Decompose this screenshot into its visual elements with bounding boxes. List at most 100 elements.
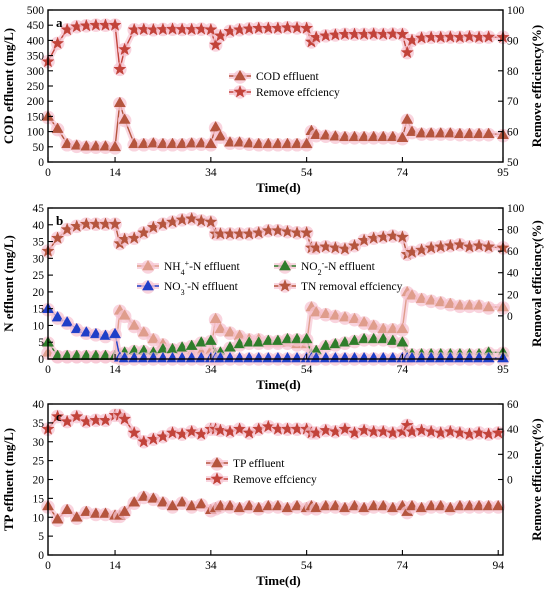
x-tick-label: 34 [205, 364, 217, 376]
data-point [406, 289, 418, 300]
data-point [262, 137, 275, 149]
data-point [329, 337, 342, 349]
data-point [367, 332, 380, 344]
data-point [348, 499, 361, 511]
legend-label: Remove effciency [256, 87, 340, 99]
data-point [261, 419, 275, 433]
data-point [204, 137, 217, 149]
data-point [209, 38, 223, 51]
data-point [406, 499, 418, 511]
data-point [386, 322, 399, 334]
y-right-tick-label: 50 [507, 157, 519, 169]
data-point [214, 499, 227, 511]
y-left-tick-label: 25 [33, 456, 45, 468]
x-tick-label: 14 [109, 560, 121, 572]
data-point [176, 137, 189, 149]
data-point [444, 501, 457, 513]
legend-marker [142, 259, 154, 271]
data-point [444, 297, 457, 308]
legend-entry: Remove effciency [206, 472, 317, 486]
data-point [224, 136, 236, 147]
data-point [243, 336, 256, 347]
series-c-0 [41, 490, 506, 527]
data-point [185, 339, 198, 350]
data-point [109, 140, 121, 152]
y-left-tick-label: 40 [33, 220, 45, 232]
data-point [137, 490, 150, 501]
data-point [89, 507, 102, 518]
data-point [51, 310, 64, 322]
data-point [492, 499, 505, 511]
data-point [176, 496, 189, 507]
data-point [453, 499, 466, 511]
y-left-tick-label: 35 [33, 418, 45, 430]
data-point [339, 501, 351, 513]
data-point [400, 45, 414, 59]
x-tick-label: 95 [497, 364, 509, 376]
x-tick-label: 14 [109, 167, 121, 179]
y-left-tick-label: 30 [33, 437, 45, 449]
data-point [137, 137, 150, 149]
data-point [224, 499, 236, 511]
y-right-axis-title: Remove efficiency(%) [529, 418, 544, 540]
data-point [209, 312, 222, 324]
data-point [281, 137, 294, 149]
data-point [291, 137, 303, 149]
y-right-tick-label: 80 [507, 225, 519, 237]
data-point [396, 322, 409, 334]
data-point [434, 295, 447, 307]
data-point [61, 503, 74, 514]
y-left-tick-label: 15 [33, 304, 45, 316]
data-point [281, 332, 294, 344]
y-left-tick-label: 500 [27, 5, 45, 17]
y-right-tick-label: 60 [507, 127, 519, 139]
data-point [166, 137, 179, 149]
legend-entry: TP effluent [206, 456, 285, 471]
data-point [113, 96, 126, 108]
data-point [108, 217, 122, 230]
data-point [482, 499, 495, 511]
data-point [386, 334, 399, 345]
data-point [214, 130, 227, 141]
data-point [108, 18, 122, 31]
series-b-2 [41, 302, 510, 366]
data-point [463, 127, 476, 139]
data-point [147, 137, 160, 148]
x-tick-label: 0 [45, 167, 51, 179]
data-point [262, 334, 275, 345]
data-point [473, 127, 485, 139]
data-point [51, 122, 64, 133]
legend-marker [278, 279, 292, 292]
data-point [300, 137, 313, 149]
y-left-tick-label: 45 [33, 203, 45, 215]
y-left-tick-label: 150 [27, 111, 45, 123]
x-axis-title: Time(d) [256, 573, 301, 588]
x-tick-label: 54 [301, 560, 313, 572]
data-point [300, 332, 313, 344]
data-point [310, 305, 323, 317]
legend-entry: Remove effciency [229, 85, 340, 99]
data-point [157, 496, 169, 507]
panel-a: 0 14 34 54 74 95 Time(d) 0 50 100 150 200 250 300 350 4… [1, 5, 544, 195]
data-point [137, 326, 150, 337]
data-point [444, 127, 457, 138]
data-point [367, 499, 380, 511]
y-left-tick-label: 250 [27, 81, 45, 93]
y-right-tick-label: 40 [507, 268, 519, 280]
x-tick-label: 94 [492, 560, 504, 572]
data-point [128, 137, 141, 149]
data-point [185, 499, 198, 511]
data-point [319, 307, 332, 318]
data-point [252, 137, 265, 149]
y-left-tick-label: 35 [33, 237, 45, 249]
data-point [128, 496, 141, 507]
data-point [463, 499, 476, 511]
y-right-tick-label: 70 [507, 96, 519, 108]
data-point [453, 299, 466, 310]
legend-label: TP effluent [233, 458, 285, 470]
y-left-tick-label: 100 [27, 127, 45, 139]
data-point [425, 127, 438, 138]
data-point [233, 337, 246, 349]
data-point [401, 113, 414, 124]
